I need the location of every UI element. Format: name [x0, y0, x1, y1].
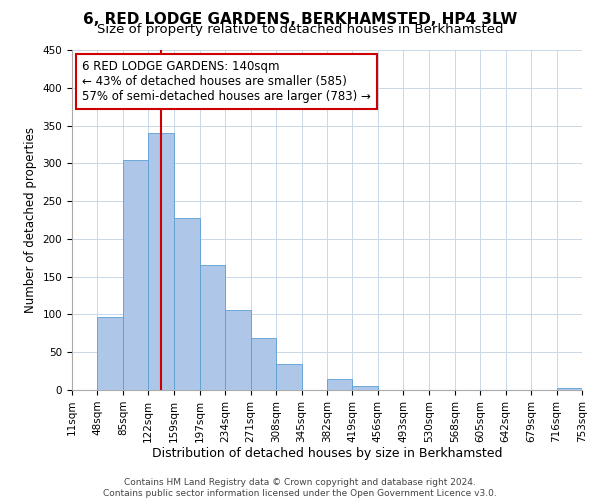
- Bar: [557, 388, 582, 390]
- Bar: [276, 364, 302, 390]
- Bar: [200, 266, 225, 390]
- Bar: [148, 133, 174, 390]
- Y-axis label: Number of detached properties: Number of detached properties: [24, 127, 37, 313]
- Bar: [174, 218, 200, 390]
- Text: 6 RED LODGE GARDENS: 140sqm
← 43% of detached houses are smaller (585)
57% of se: 6 RED LODGE GARDENS: 140sqm ← 43% of det…: [82, 60, 371, 103]
- Bar: [251, 338, 276, 390]
- Text: Size of property relative to detached houses in Berkhamsted: Size of property relative to detached ho…: [97, 22, 503, 36]
- Text: 6, RED LODGE GARDENS, BERKHAMSTED, HP4 3LW: 6, RED LODGE GARDENS, BERKHAMSTED, HP4 3…: [83, 12, 517, 28]
- Bar: [123, 160, 148, 390]
- Bar: [327, 380, 352, 390]
- Bar: [97, 316, 123, 390]
- Text: Contains HM Land Registry data © Crown copyright and database right 2024.
Contai: Contains HM Land Registry data © Crown c…: [103, 478, 497, 498]
- Bar: [352, 386, 378, 390]
- Bar: [225, 310, 251, 390]
- X-axis label: Distribution of detached houses by size in Berkhamsted: Distribution of detached houses by size …: [152, 448, 502, 460]
